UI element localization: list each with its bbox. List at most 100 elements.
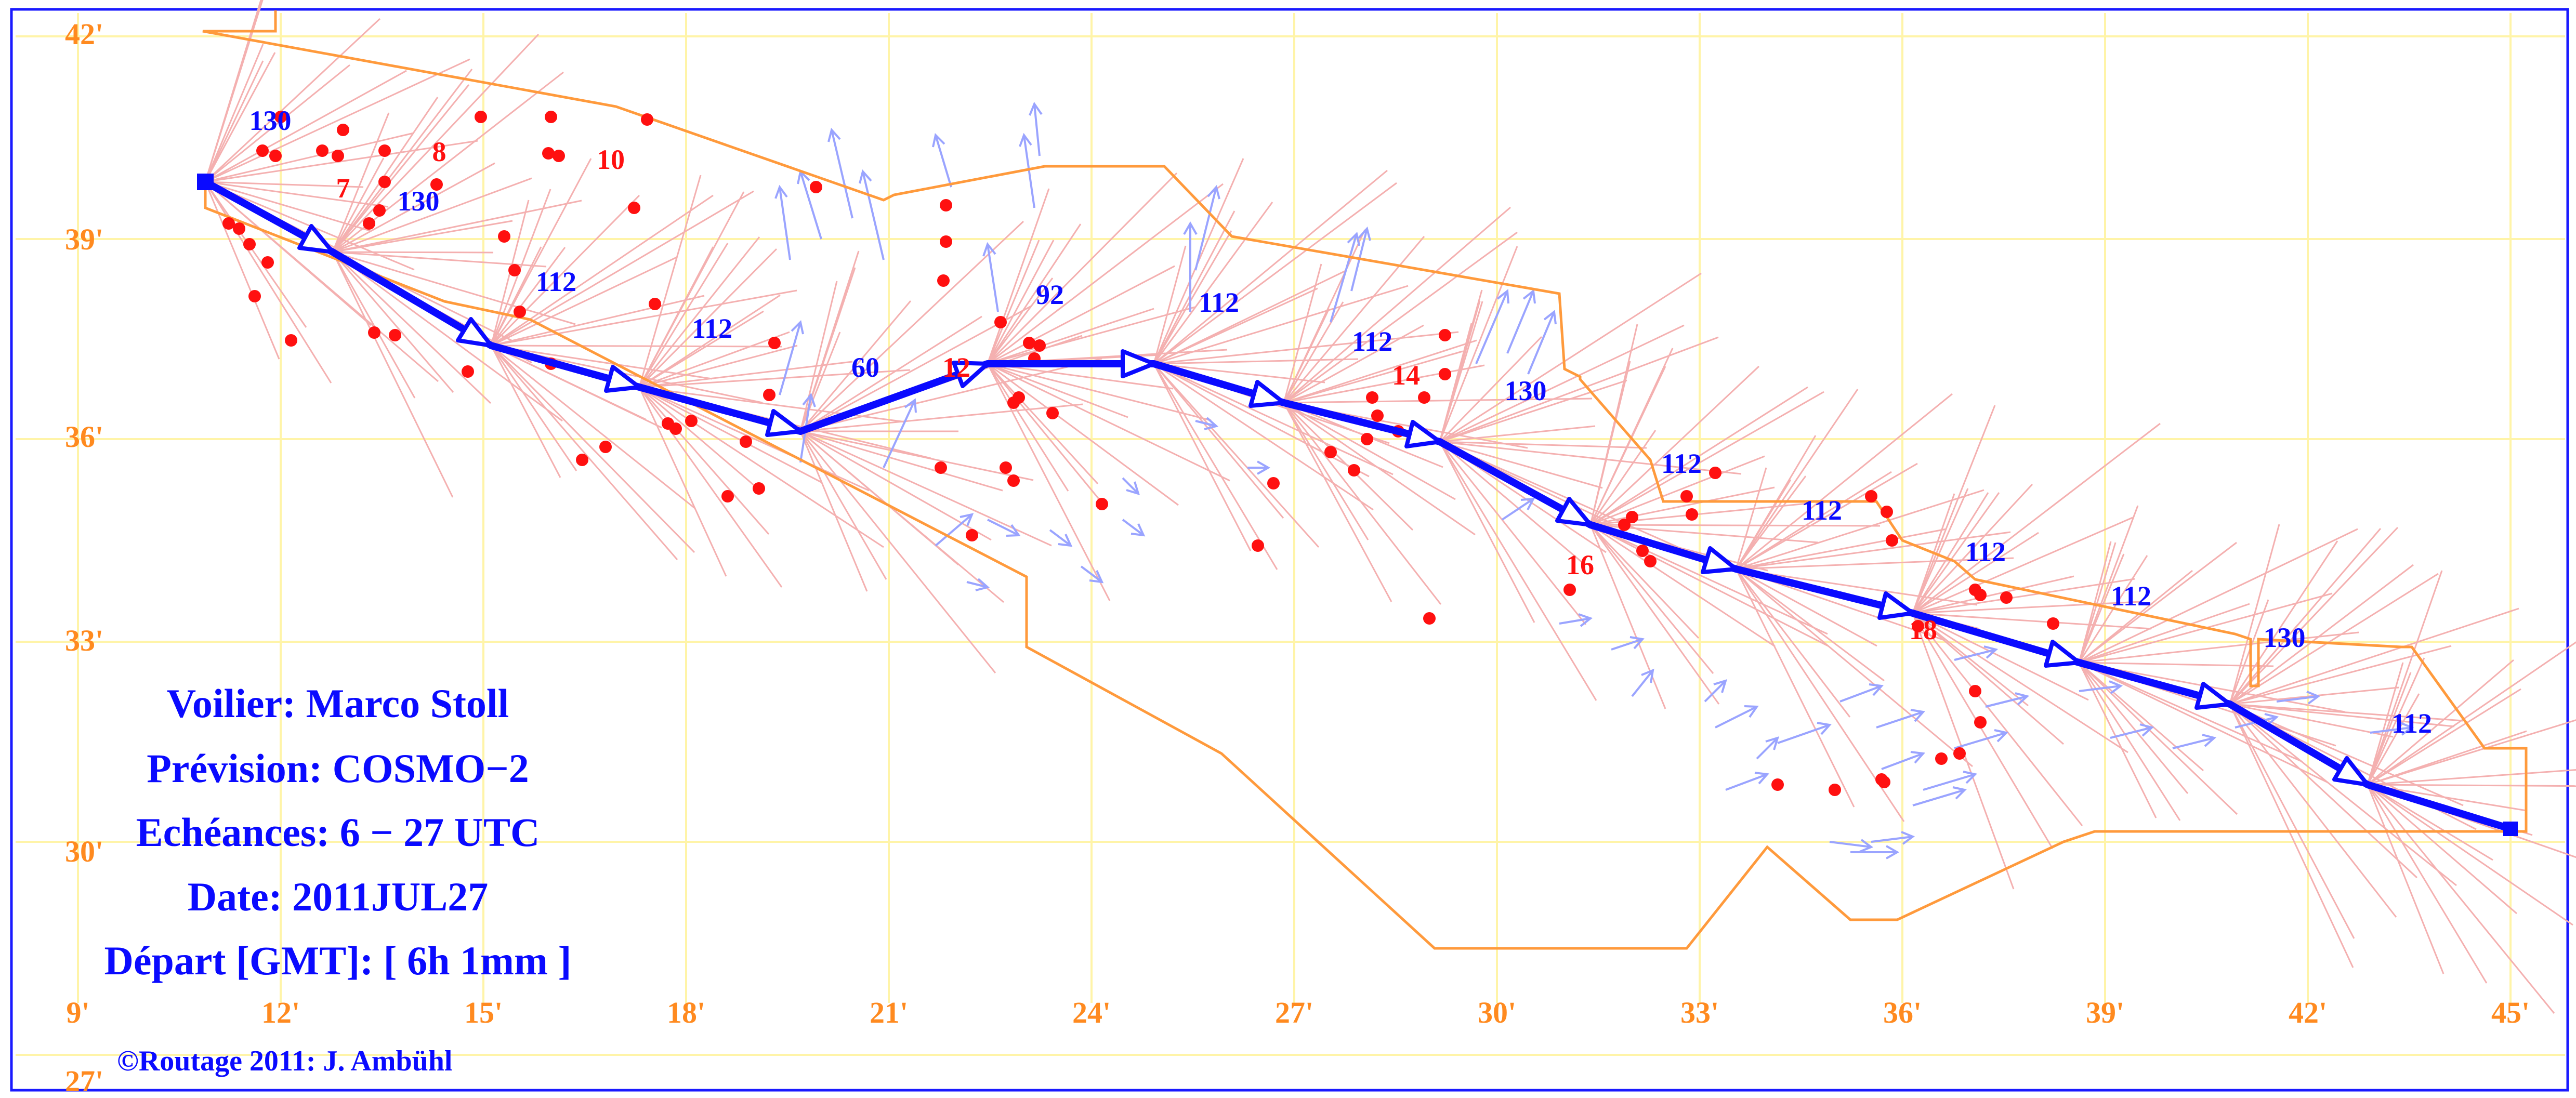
isochrone-time-label: 8	[432, 136, 446, 167]
isochrone-line	[638, 246, 714, 388]
depart-text: Départ [GMT]: [ 6h 1mm ]	[104, 938, 572, 983]
wind-arrow	[1330, 231, 1360, 323]
isochrone-line	[2229, 704, 2397, 918]
isochrone-line	[2229, 703, 2457, 887]
isochrone-point	[462, 365, 474, 378]
isochrone-line	[332, 251, 576, 325]
isochrone-time-label: 7	[336, 173, 350, 204]
isochrone-line	[1283, 402, 1442, 605]
isochrone-line	[800, 358, 1102, 432]
isochrone-point	[1366, 391, 1378, 404]
isochrone-line	[1912, 613, 2054, 849]
isochrone-line	[332, 97, 439, 253]
isochrone-line	[800, 430, 992, 541]
isochrone-point	[599, 441, 612, 453]
isochrone-line	[2367, 784, 2444, 974]
isochrone-line	[2229, 703, 2464, 722]
isochrone-point	[256, 144, 269, 157]
isochrone-line	[987, 363, 1174, 390]
isochrone-point	[628, 202, 640, 214]
isochrone-line	[2229, 704, 2354, 968]
isochrone-point	[285, 334, 297, 347]
isochrone-point	[940, 235, 952, 248]
isochrone-line	[2367, 662, 2404, 785]
wind-arrow	[1954, 729, 2009, 749]
isochrone-point	[721, 490, 734, 502]
isochrone-line	[2367, 784, 2573, 926]
wind-arrow	[1049, 529, 1073, 547]
isochrone-point	[1023, 337, 1035, 349]
isochrone-line	[1736, 471, 1892, 570]
longitude-labels: 9' 12' 15' 18' 21' 24' 27' 30' 33' 36' 39' 42' 45'	[66, 996, 2530, 1029]
isochrone-line	[987, 363, 1099, 485]
isochrone-line	[639, 386, 870, 492]
isochrone-point	[662, 417, 674, 430]
isochrone-line	[491, 190, 754, 347]
isochrone-point	[1423, 612, 1436, 625]
isochrone-point	[243, 238, 256, 250]
isochrone-line	[1283, 263, 1322, 403]
isochrone-line	[1439, 441, 1535, 623]
isochrone-line	[1439, 272, 1702, 443]
isochrone-line	[1153, 182, 1397, 365]
isochrone-line	[2229, 703, 2394, 738]
isochrone-line	[1153, 169, 1388, 365]
isochrone-point	[940, 199, 952, 211]
isochrone-line	[2078, 553, 2125, 663]
isochrone-line	[638, 248, 778, 388]
isochrone-line	[1439, 425, 1596, 443]
isochrone-line	[1283, 324, 1424, 404]
isochrone-line	[1153, 358, 1359, 365]
isochrone-line	[2079, 541, 2237, 664]
isochrone-line	[638, 236, 760, 388]
isochrone-line	[2229, 528, 2382, 705]
isochrone-line	[490, 246, 542, 346]
isochrone-line	[1736, 568, 1973, 768]
isochrone-lines	[204, 0, 2576, 1014]
isochrone-line	[987, 240, 1055, 364]
isochrone-line	[2367, 719, 2576, 786]
isochrone-point	[261, 256, 274, 269]
isochrone-line	[1589, 524, 1714, 674]
route-speed-label: 112	[2391, 708, 2432, 739]
isochrone-line	[987, 240, 1040, 364]
isochrone-line	[987, 306, 1195, 365]
isochrone-point	[269, 150, 282, 162]
isochrone-line	[1153, 202, 1273, 364]
route-speed-label: 130	[398, 186, 440, 217]
optimal-route	[197, 174, 2518, 836]
isochrone-point	[1881, 506, 1893, 518]
isochrone-line	[2229, 703, 2455, 727]
lon-label: 12'	[261, 996, 300, 1029]
isochrone-line	[1283, 364, 1485, 404]
isochrone-line	[1439, 441, 1597, 701]
isochrone-line	[987, 277, 1054, 364]
isochrone-line	[1912, 601, 2141, 614]
isochrone-point	[1000, 461, 1012, 474]
isochrone-line	[800, 305, 1032, 432]
isochrone-line	[1283, 350, 1463, 404]
lat-label: 30'	[65, 835, 103, 868]
lon-label: 45'	[2491, 996, 2530, 1029]
isochrone-line	[1735, 389, 1859, 570]
wind-arrow	[827, 127, 853, 219]
isochrone-line	[639, 386, 822, 483]
isochrone-line	[2367, 784, 2576, 787]
isochrone-line	[1589, 524, 1666, 709]
isochrone-line	[2229, 564, 2414, 705]
isochrone-point	[649, 298, 661, 310]
isochrone-line	[332, 251, 494, 254]
isochrone-point	[475, 111, 487, 123]
route-direction-arrow	[1877, 591, 1915, 620]
isochrone-point	[1439, 329, 1451, 341]
isochrone-line	[2367, 784, 2493, 861]
isochrone-line	[1283, 301, 1344, 403]
isochrone-line	[1439, 336, 1719, 443]
isochrone-line	[1153, 331, 1459, 365]
isochrone-line	[204, 0, 262, 182]
route-speed-label: 112	[1661, 448, 1702, 479]
isochrone-point	[641, 113, 653, 126]
wind-arrow	[1475, 289, 1509, 364]
route-speed-label: 130	[1505, 375, 1547, 406]
route-direction-arrow	[1701, 546, 1738, 574]
